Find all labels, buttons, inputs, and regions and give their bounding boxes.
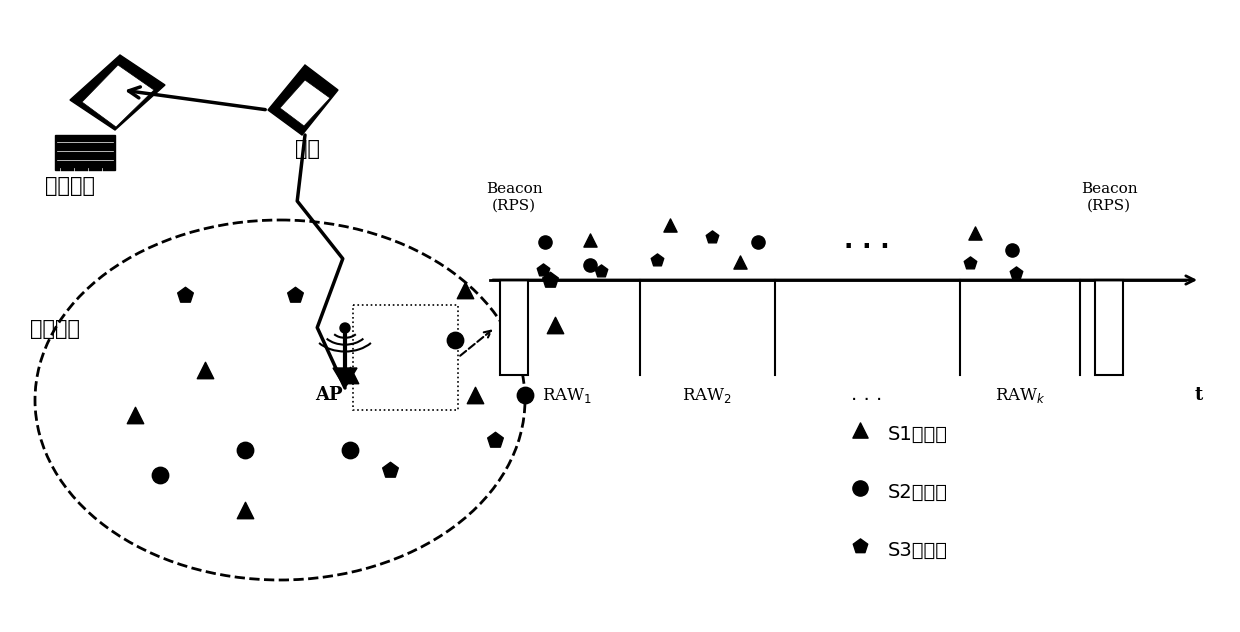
Point	[125, 410, 145, 420]
Circle shape	[340, 323, 350, 333]
Polygon shape	[55, 135, 115, 170]
Point	[515, 390, 534, 400]
Text: t: t	[1195, 386, 1203, 404]
Point	[591, 266, 611, 276]
Polygon shape	[69, 55, 165, 130]
Point	[465, 390, 485, 400]
Point	[851, 425, 870, 435]
Point	[1002, 245, 1022, 255]
Bar	[353, 305, 458, 410]
Point	[702, 232, 722, 242]
Polygon shape	[280, 80, 330, 126]
Point	[485, 435, 505, 445]
Point	[965, 228, 985, 238]
Text: 网关: 网关	[295, 139, 320, 159]
Polygon shape	[268, 65, 339, 135]
Bar	[500, 280, 528, 375]
Text: S2类节点: S2类节点	[888, 483, 949, 502]
Point	[546, 320, 565, 330]
Point	[533, 265, 553, 275]
Text: Beacon
(RPS): Beacon (RPS)	[486, 182, 542, 213]
Point	[851, 541, 870, 551]
Text: S3类节点: S3类节点	[888, 541, 949, 560]
Text: Beacon
(RPS): Beacon (RPS)	[1081, 182, 1137, 213]
Point	[580, 260, 600, 270]
Text: S1类节点: S1类节点	[888, 425, 949, 444]
Point	[285, 290, 305, 300]
Point	[541, 275, 560, 285]
Point	[1006, 268, 1025, 278]
Polygon shape	[82, 65, 154, 127]
Point	[647, 255, 667, 265]
Text: RAW$_1$: RAW$_1$	[542, 386, 591, 405]
Text: RAW$_k$: RAW$_k$	[994, 386, 1045, 405]
Point	[730, 257, 750, 267]
Point	[195, 365, 215, 375]
Text: . . .: . . .	[844, 229, 890, 253]
Point	[340, 445, 360, 455]
Point	[748, 237, 768, 247]
Point	[455, 285, 475, 295]
Point	[150, 470, 170, 480]
Point	[340, 370, 360, 380]
Point	[236, 445, 255, 455]
Point	[536, 237, 556, 247]
Text: RAW$_2$: RAW$_2$	[682, 386, 732, 405]
Text: . . .: . . .	[852, 385, 883, 404]
Point	[851, 483, 870, 493]
Text: 监控设备: 监控设备	[45, 176, 95, 196]
Bar	[1095, 280, 1123, 375]
Point	[445, 335, 465, 345]
Text: AP: AP	[315, 386, 342, 404]
Polygon shape	[334, 368, 357, 388]
Point	[660, 220, 680, 230]
Point	[381, 465, 401, 475]
Point	[175, 290, 195, 300]
Point	[236, 505, 255, 515]
Text: 监测区域: 监测区域	[30, 319, 81, 339]
Point	[960, 258, 980, 268]
Point	[580, 235, 600, 245]
